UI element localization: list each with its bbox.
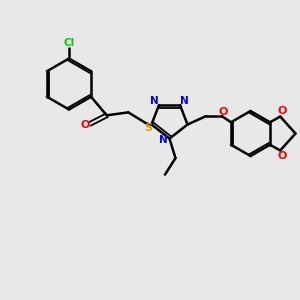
Text: O: O — [277, 151, 286, 161]
Text: O: O — [218, 106, 228, 117]
Text: Cl: Cl — [63, 38, 75, 48]
Text: N: N — [158, 135, 167, 145]
Text: O: O — [80, 120, 89, 130]
Text: O: O — [277, 106, 286, 116]
Text: S: S — [144, 123, 152, 133]
Text: N: N — [150, 96, 159, 106]
Text: N: N — [180, 96, 189, 106]
